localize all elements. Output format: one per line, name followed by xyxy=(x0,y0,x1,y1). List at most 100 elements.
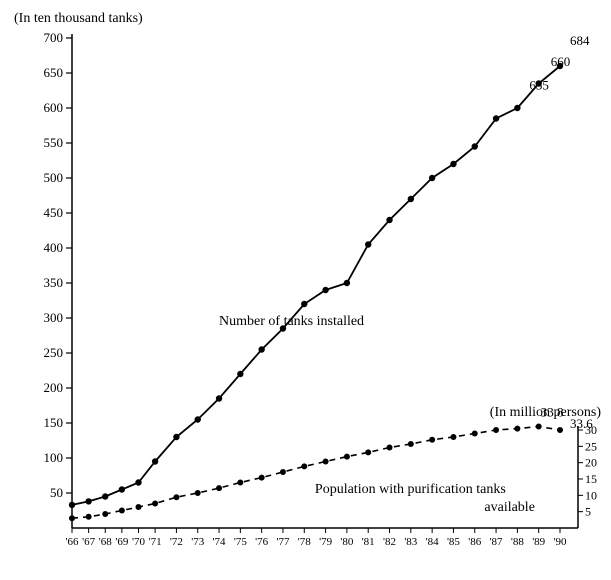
series-marker xyxy=(195,490,201,496)
series-marker xyxy=(85,498,91,504)
y-left-tick-label: 250 xyxy=(44,345,64,360)
series-marker xyxy=(386,217,392,223)
x-tick-label: '74 xyxy=(213,536,226,548)
series-marker xyxy=(259,475,265,481)
series-marker xyxy=(493,427,499,433)
series-marker xyxy=(344,280,350,286)
x-tick-label: '69 xyxy=(115,536,128,548)
x-tick-label: '73 xyxy=(191,536,204,548)
series-label: Population with purification tanks xyxy=(315,482,506,497)
series-marker xyxy=(344,454,350,460)
data-label: 635 xyxy=(529,78,549,93)
chart-svg: 50 100 150 200 250 300 350 400 450 500 550 600 650 70… xyxy=(0,0,611,580)
series-marker xyxy=(301,301,307,307)
series-marker xyxy=(472,431,478,437)
data-label: 33.8 xyxy=(541,405,564,420)
y-left-tick-label: 700 xyxy=(44,30,64,45)
x-tick-label: '70 xyxy=(132,536,145,548)
series-marker xyxy=(387,445,393,451)
series-marker xyxy=(429,437,435,443)
y-left-tick-label: 450 xyxy=(44,205,64,220)
series-marker xyxy=(237,480,243,486)
y-right-tick-label: 10 xyxy=(585,488,597,502)
series-label: available xyxy=(484,500,535,515)
series-marker xyxy=(152,501,158,507)
series-marker xyxy=(322,287,328,293)
x-tick-label: '83 xyxy=(404,536,417,548)
series-marker xyxy=(365,241,371,247)
y-right-tick-label: 25 xyxy=(585,439,597,453)
x-tick-label: '81 xyxy=(362,536,375,548)
series-marker xyxy=(408,196,414,202)
series-marker xyxy=(536,424,542,430)
x-tick-label: '67 xyxy=(82,536,95,548)
series-marker xyxy=(323,459,329,465)
x-tick-label: '82 xyxy=(383,536,396,548)
series-marker xyxy=(450,161,456,167)
x-tick-label: '90 xyxy=(554,536,567,548)
series-marker xyxy=(493,115,499,121)
x-tick-label: '68 xyxy=(99,536,112,548)
x-tick-label: '77 xyxy=(276,536,289,548)
y-left-tick-label: 650 xyxy=(44,65,64,80)
data-label: 660 xyxy=(551,54,571,69)
x-tick-label: '85 xyxy=(447,536,460,548)
y-right-tick-label: 20 xyxy=(585,456,597,470)
y-left-tick-label: 50 xyxy=(50,485,63,500)
series-marker xyxy=(69,515,75,521)
y-left-tick-label: 200 xyxy=(44,380,64,395)
x-tick-label: '84 xyxy=(426,536,439,548)
series-marker xyxy=(152,458,158,464)
series-marker xyxy=(102,511,108,517)
series-marker xyxy=(135,504,141,510)
series-marker xyxy=(472,143,478,149)
x-tick-label: '88 xyxy=(511,536,524,548)
series-marker xyxy=(119,486,125,492)
y-left-tick-label: 550 xyxy=(44,135,64,150)
x-tick-label: '66 xyxy=(66,536,79,548)
series-marker xyxy=(450,434,456,440)
series-marker xyxy=(429,175,435,181)
y-left-tick-label: 350 xyxy=(44,275,64,290)
series-marker xyxy=(514,426,520,432)
series-marker xyxy=(301,463,307,469)
series-marker xyxy=(173,494,179,500)
x-tick-label: '89 xyxy=(532,536,545,548)
x-tick-label: '86 xyxy=(468,536,481,548)
y-left-title: (In ten thousand tanks) xyxy=(14,11,143,26)
y-left-tick-label: 300 xyxy=(44,310,64,325)
y-right-tick-label: 15 xyxy=(585,472,597,486)
x-tick-label: '80 xyxy=(340,536,353,548)
x-tick-label: '71 xyxy=(149,536,162,548)
series-marker xyxy=(216,395,222,401)
series-marker xyxy=(280,469,286,475)
y-left-tick-label: 150 xyxy=(44,415,64,430)
y-left-tick-label: 600 xyxy=(44,100,64,115)
x-tick-label: '78 xyxy=(298,536,311,548)
y-left-tick-label: 100 xyxy=(44,450,64,465)
series-marker xyxy=(514,105,520,111)
series-marker xyxy=(135,479,141,485)
x-tick-label: '72 xyxy=(170,536,183,548)
y-left-tick-label: 500 xyxy=(44,170,64,185)
series-marker xyxy=(119,508,125,514)
data-label: 684 xyxy=(570,33,590,48)
data-label: 33.6 xyxy=(570,416,593,431)
x-tick-label: '75 xyxy=(234,536,247,548)
series-label: Number of tanks installed xyxy=(219,314,364,329)
series-marker xyxy=(173,434,179,440)
series-marker xyxy=(216,485,222,491)
x-tick-label: '76 xyxy=(255,536,268,548)
series-marker xyxy=(258,346,264,352)
series-marker xyxy=(102,493,108,499)
x-tick-label: '87 xyxy=(490,536,503,548)
x-tick-label: '79 xyxy=(319,536,332,548)
series-marker xyxy=(69,502,75,508)
y-left-tick-label: 400 xyxy=(44,240,64,255)
series-marker xyxy=(365,449,371,455)
series-marker xyxy=(557,427,563,433)
series-marker xyxy=(408,441,414,447)
series-marker xyxy=(195,416,201,422)
series-marker xyxy=(86,514,92,520)
series-marker xyxy=(237,371,243,377)
